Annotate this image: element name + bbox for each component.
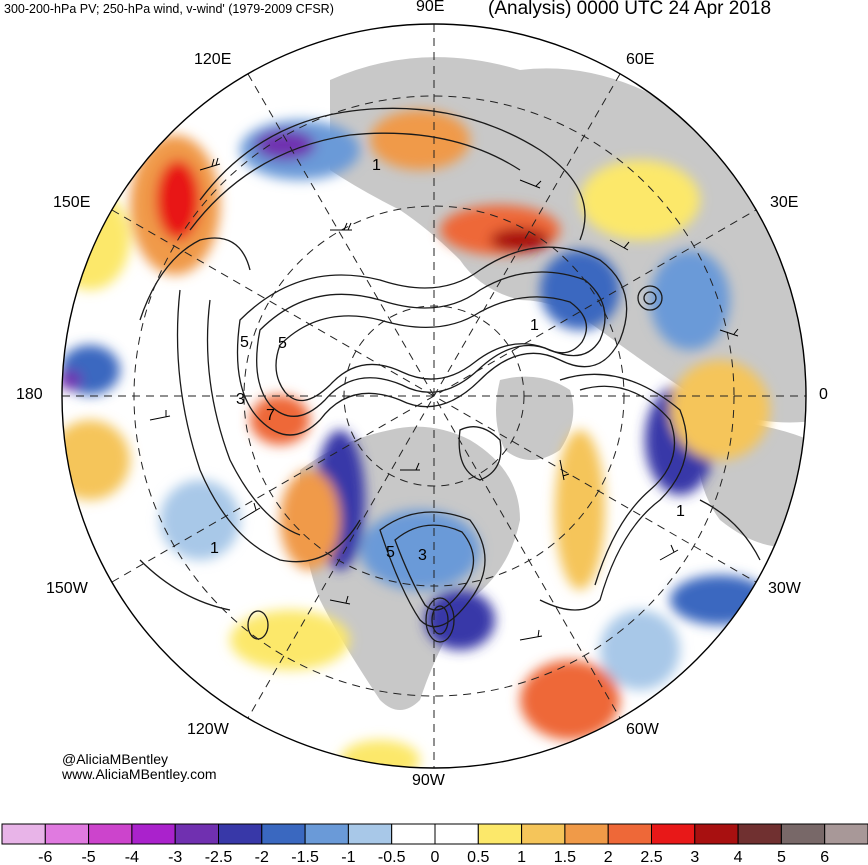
colorbar-label: -2: [255, 849, 269, 865]
lon-label-90w: 90W: [412, 772, 445, 789]
colorbar-label: -2.5: [205, 849, 233, 865]
colorbar-label: 5: [777, 849, 786, 865]
colorbar-label: -1: [341, 849, 355, 865]
contour-label: 3: [418, 547, 427, 564]
lon-label-30w: 30W: [768, 580, 801, 597]
colorbar-label: -4: [125, 849, 139, 865]
right-title: (Analysis) 0000 UTC 24 Apr 2018: [488, 0, 772, 19]
contour-label: 1: [210, 540, 219, 557]
contour-label: 1: [372, 157, 381, 174]
colorbar-label: -0.5: [378, 849, 406, 865]
lon-label-120e: 120E: [194, 51, 232, 68]
lon-label-90e: 90E: [416, 0, 445, 15]
colorbar-label: -1.5: [291, 849, 319, 865]
contour-label: 7: [266, 407, 275, 424]
colorbar-label: 0: [431, 849, 440, 865]
lon-label-150w: 150W: [46, 580, 88, 597]
credit-website: www.AliciaMBentley.com: [62, 766, 217, 782]
colorbar-swatch: [694, 823, 739, 845]
colorbar-label: -5: [81, 849, 95, 865]
colorbar-swatch: [174, 823, 219, 845]
lon-label-150e: 150E: [53, 194, 91, 211]
credit-twitter: @AliciaMBentley: [62, 751, 169, 767]
graticule: [62, 24, 806, 768]
lon-label-30e: 30E: [770, 194, 799, 211]
colorbar-swatch: [88, 823, 133, 845]
contour-label: 1: [676, 503, 685, 520]
colorbar-swatch: [564, 823, 609, 845]
contour-label: 1: [530, 317, 539, 334]
colorbar-label: 1: [517, 849, 526, 865]
pv-contours: [139, 107, 761, 643]
colorbar-swatch: [434, 823, 479, 845]
map-boundary: [61, 23, 807, 769]
colorbar-swatch: [218, 823, 263, 845]
colorbar-swatch: [521, 823, 566, 845]
colorbar-label: 2.5: [640, 849, 662, 865]
contour-label: 5: [240, 334, 249, 351]
contour-label: 5: [386, 544, 395, 561]
colorbar-swatch: [391, 823, 436, 845]
colorbar-swatch: [824, 823, 868, 845]
colorbar-label: 0.5: [467, 849, 489, 865]
lon-label-120w: 120W: [187, 721, 229, 738]
colorbar-swatch: [44, 823, 90, 845]
wind-barbs: [149, 157, 739, 641]
colorbar-label: 3: [690, 849, 699, 865]
lon-label-0: 0: [819, 386, 828, 403]
contour-label: 5: [278, 335, 287, 352]
colorbar-swatch: [737, 823, 782, 845]
colorbar-swatch: [780, 823, 826, 845]
colorbar-label: 6: [820, 849, 829, 865]
colorbar: -6 -5 -4 -3 -2.5 -2 -1.5 -1 -0.5 0 0.5 1 1.5 2 2.5 3 4 5 6: [1, 823, 868, 865]
colorbar-label: 2: [604, 849, 613, 865]
lon-label-180: 180: [16, 386, 43, 403]
colorbar-label: 1.5: [554, 849, 576, 865]
lon-label-60e: 60E: [626, 51, 655, 68]
colorbar-swatch: [131, 823, 176, 845]
colorbar-swatch: [347, 823, 393, 845]
lon-label-60w: 60W: [626, 721, 659, 738]
colorbar-label: -6: [38, 849, 52, 865]
land-greenland: [496, 376, 574, 460]
colorbar-swatch: [477, 823, 523, 845]
colorbar-label: 4: [734, 849, 743, 865]
colorbar-swatch: [261, 823, 306, 845]
colorbar-swatch: [607, 823, 653, 845]
colorbar-swatch: [304, 823, 349, 845]
anomaly-shading: [62, 110, 770, 768]
colorbar-label: -3: [168, 849, 182, 865]
colorbar-swatch: [651, 823, 696, 845]
polar-map: 5 5 3 7 1 5 3 1 1 1: [61, 23, 807, 769]
left-title: 300-200-hPa PV; 250-hPa wind, v-wind' (1…: [4, 2, 334, 16]
contour-label: 3: [236, 391, 245, 408]
colorbar-swatch: [1, 823, 46, 845]
